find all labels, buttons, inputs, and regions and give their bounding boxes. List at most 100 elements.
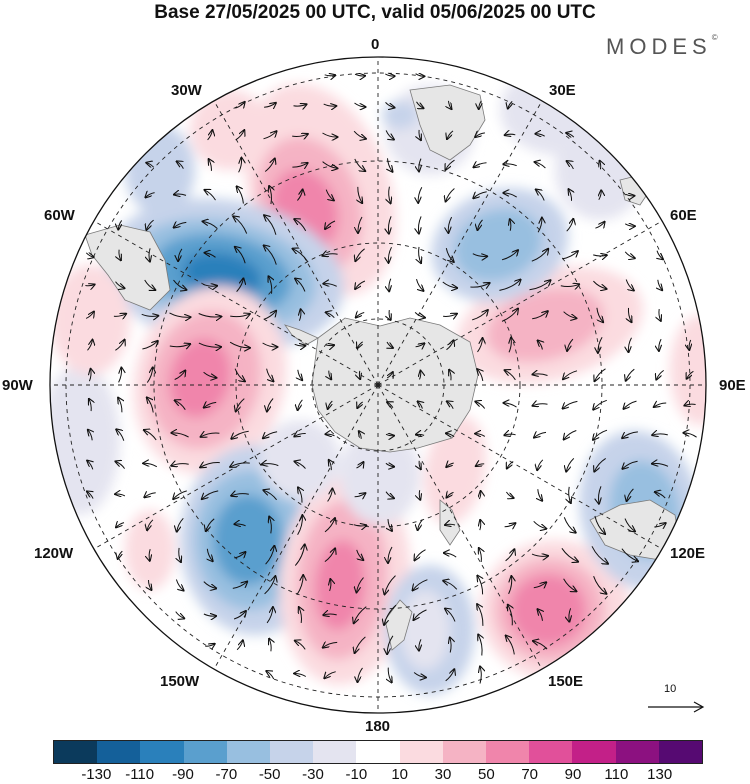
wind-vector (269, 186, 271, 205)
wind-vector (174, 194, 187, 195)
wind-vector (501, 309, 518, 322)
wind-vector (171, 464, 189, 466)
wind-vector (269, 639, 271, 652)
anomaly-contour (125, 125, 195, 215)
wind-vector (144, 430, 157, 441)
wind-vector (262, 342, 278, 347)
wind-vector (413, 579, 428, 591)
wind-vector (295, 279, 306, 292)
anomaly-contour (50, 265, 130, 375)
pole-marker (375, 382, 381, 388)
land-polygon (409, 84, 486, 161)
wind-vector (146, 163, 155, 168)
color-scale-box (529, 741, 573, 763)
wind-vector (299, 309, 301, 321)
wind-vector (355, 636, 366, 653)
wind-vector (388, 546, 393, 563)
wind-vector (538, 341, 543, 350)
wind-vector (264, 576, 276, 595)
wind-vector (266, 368, 274, 382)
wind-vector (387, 341, 393, 348)
lon-label-120w: 120W (34, 545, 74, 562)
wind-vector (567, 161, 574, 170)
wind-vector (298, 399, 303, 410)
wind-vector (299, 607, 302, 623)
wind-vector (354, 74, 365, 76)
wind-vector (328, 400, 333, 409)
wind-vector (384, 604, 397, 625)
wind-vector (627, 488, 634, 501)
wind-vector (207, 130, 213, 141)
wind-vector (445, 524, 456, 525)
wind-vector (358, 216, 363, 233)
lon-label-120e: 120E (670, 545, 706, 562)
wind-vector (443, 314, 457, 317)
wind-vector (173, 279, 187, 290)
wind-vector (387, 372, 393, 378)
wind-vector (236, 398, 245, 412)
wind-vector (294, 673, 307, 676)
wind-vector (414, 312, 425, 317)
wind-vector (116, 429, 125, 441)
color-scale-tick: 130 (647, 766, 673, 783)
lon-label-180: 180 (365, 718, 391, 735)
wind-vector (293, 104, 307, 106)
wind-vector (413, 672, 426, 678)
wind-vector (200, 463, 220, 468)
wind-vector (566, 133, 575, 137)
wind-vector (479, 491, 480, 500)
color-scale-tick: 10 (391, 766, 408, 783)
color-scale-box (442, 741, 487, 763)
wind-vector (175, 579, 183, 591)
wind-vector (235, 130, 245, 141)
wind-vector (119, 249, 121, 261)
wind-vector (118, 398, 122, 413)
wind-vector (624, 251, 635, 258)
wind-vector (229, 341, 250, 348)
wind-vector (689, 339, 691, 350)
wind-vector (443, 581, 458, 590)
wind-vector (329, 370, 331, 380)
wind-vector (235, 247, 246, 264)
wind-vector (536, 190, 545, 201)
wind-vector (652, 434, 668, 435)
anomaly-contour (400, 590, 450, 670)
meridian-line (377, 384, 544, 672)
wind-vector (294, 219, 307, 232)
wind-vector (595, 368, 606, 381)
wind-vector (504, 434, 516, 435)
meridian-line (377, 384, 665, 551)
wind-vector (119, 368, 122, 383)
wind-vector (567, 338, 574, 351)
lon-label-30w: 30W (171, 82, 202, 99)
color-scale-box (97, 741, 141, 763)
wind-vector (263, 431, 278, 439)
wind-vector (266, 671, 275, 680)
anomaly-contour (169, 338, 231, 418)
wind-vector (415, 549, 426, 561)
wind-vector (263, 490, 277, 501)
wind-vector (626, 368, 635, 381)
wind-vector (323, 642, 338, 647)
wind-vector (593, 576, 607, 594)
wind-vector (358, 186, 362, 203)
wind-vector (354, 102, 366, 107)
wind-vector (683, 433, 697, 438)
wind-vector (204, 402, 217, 407)
wind-vector (418, 216, 421, 233)
wind-vector (385, 491, 394, 499)
color-scale-box (615, 741, 659, 763)
wind-vector (594, 515, 605, 534)
wind-vector (563, 370, 578, 379)
lat-lon-grid (50, 57, 706, 713)
wind-vector (234, 524, 246, 526)
wind-vector (85, 285, 94, 286)
wind-vector (89, 369, 91, 382)
wind-vector (146, 367, 152, 383)
wind-vector (263, 131, 277, 140)
wind-vector (503, 193, 517, 198)
wind-vector (476, 464, 485, 466)
lon-label-0: 0 (371, 36, 380, 53)
wind-vector (537, 459, 544, 470)
wind-vector (446, 340, 454, 351)
